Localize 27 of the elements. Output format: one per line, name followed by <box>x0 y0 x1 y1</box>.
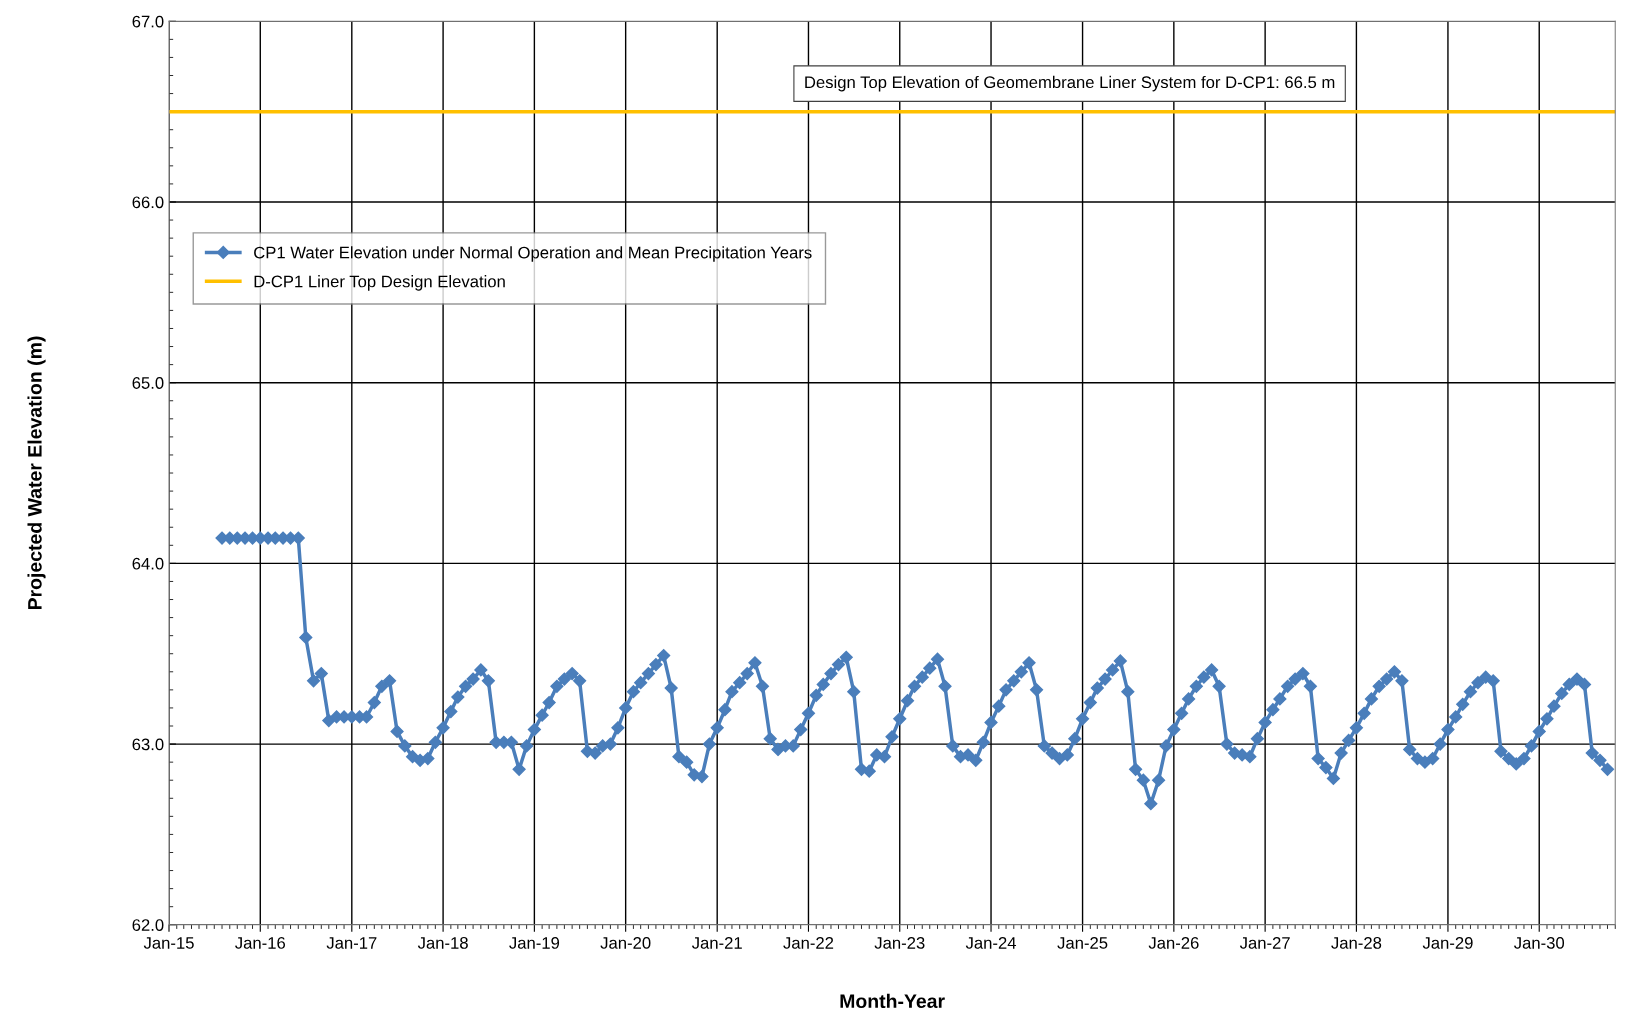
x-tick-label: Jan-16 <box>235 937 286 949</box>
x-axis-title: Month-Year <box>840 993 945 1009</box>
x-tick-label: Jan-22 <box>783 937 834 949</box>
x-tick-label: Jan-29 <box>1422 937 1473 949</box>
y-tick-label: 62.0 <box>132 919 164 931</box>
x-tick-label: Jan-25 <box>1057 937 1108 949</box>
y-axis-title: Projected Water Elevation (m) <box>27 336 46 610</box>
y-tick-label: 64.0 <box>132 557 164 570</box>
x-tick-label: Jan-17 <box>326 937 377 949</box>
x-tick-label: Jan-19 <box>509 937 560 949</box>
legend-label: CP1 Water Elevation under Normal Operation and Mean Precipitation Years <box>254 246 812 262</box>
x-tick-label: Jan-18 <box>417 937 468 949</box>
x-tick-label: Jan-15 <box>143 937 194 949</box>
y-tick-label: 65.0 <box>132 377 164 389</box>
x-tick-label: Jan-30 <box>1514 937 1565 949</box>
legend-label: D-CP1 Liner Top Design Elevation <box>254 275 505 291</box>
x-tick-label: Jan-23 <box>874 937 925 949</box>
x-tick-label: Jan-20 <box>600 937 651 949</box>
x-tick-label: Jan-26 <box>1148 937 1199 949</box>
x-tick-label: Jan-21 <box>691 937 742 949</box>
y-tick-label: 67.0 <box>132 15 164 28</box>
x-tick-label: Jan-24 <box>965 937 1017 949</box>
x-tick-label: Jan-28 <box>1331 937 1382 949</box>
annotation: Design Top Elevation of Geomembrane Liner System for D-CP1: 66.5 m <box>805 75 1335 92</box>
y-tick-label: 63.0 <box>132 738 164 751</box>
y-tick-label: 66.0 <box>132 196 164 209</box>
x-tick-label: Jan-27 <box>1239 937 1290 949</box>
